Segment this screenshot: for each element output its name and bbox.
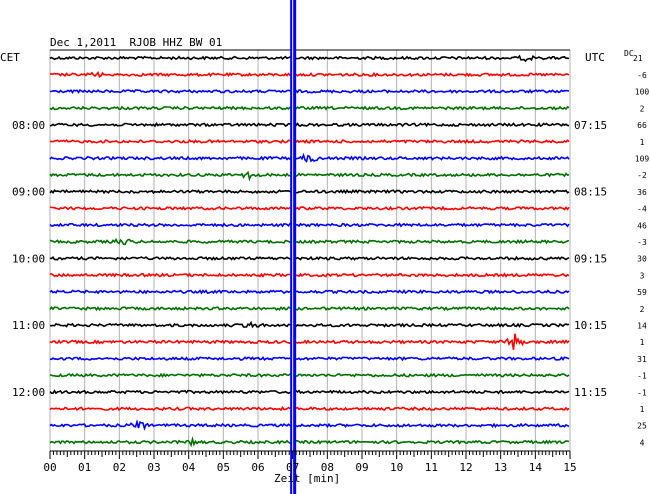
dc-offset: 66 (637, 121, 647, 130)
x-tick-label: 07 (286, 461, 299, 474)
dc-offset: 25 (637, 422, 647, 431)
trace-row (49, 152, 570, 163)
left-time-label: 12:00 (12, 386, 45, 399)
x-axis-label: Zeit [min] (274, 472, 340, 485)
dc-offset: 30 (637, 255, 647, 264)
dc-offset: 3 (640, 271, 645, 280)
x-tick-label: 06 (251, 461, 264, 474)
dc-offsets: -6 100 2 66 1 109 -2 36 -4 46 -3 30 3 59 2 14 1 31 -1 -1 1 25… (635, 71, 650, 447)
vertical-spike (290, 0, 297, 494)
left-time-label: 08:00 (12, 119, 45, 132)
x-tick-label: 02 (113, 461, 126, 474)
trace-row (49, 70, 570, 79)
trace-row (49, 238, 570, 246)
x-tick-label: 05 (217, 461, 230, 474)
x-tick-label: 00 (43, 461, 56, 474)
trace-row (49, 288, 570, 295)
trace-row (49, 405, 570, 412)
trace-row (49, 222, 570, 228)
trace-row (49, 305, 570, 312)
dc-offset: 46 (637, 221, 647, 230)
dc-offset: 1 (640, 405, 645, 414)
left-axis-label: CET (0, 51, 20, 64)
trace-row (49, 255, 570, 261)
x-tick-label: 15 (563, 461, 576, 474)
trace-row (49, 389, 570, 395)
trace-row (49, 356, 570, 362)
trace-row (49, 436, 570, 448)
trace-row (49, 122, 570, 128)
dc-offset: 36 (637, 188, 647, 197)
x-tick-label: 09 (355, 461, 368, 474)
trace-row (49, 138, 570, 145)
x-tick-label: 03 (147, 461, 160, 474)
trace-row (49, 188, 570, 195)
left-time-label: 09:00 (12, 186, 45, 199)
dc-offset: -3 (637, 238, 647, 247)
x-tick-labels: 00 01 02 03 04 05 06 07 08 09 10 11 12 13 14 15 (43, 461, 576, 474)
trace-row (49, 372, 570, 378)
dc-offset: 109 (635, 155, 650, 164)
trace-row (49, 54, 570, 63)
dc-offset: 2 (640, 104, 645, 113)
dc-offset: 31 (637, 355, 647, 364)
dc-offset: 1 (640, 338, 645, 347)
dc-offset: 100 (635, 88, 650, 97)
trace-row (49, 105, 570, 111)
right-time-label: 11:15 (574, 386, 607, 399)
right-axis-label: UTC (585, 51, 605, 64)
dc-offset: 1 (640, 138, 645, 147)
right-time-label: 10:15 (574, 319, 607, 332)
trace-row (49, 205, 570, 211)
dc-offset: -6 (637, 71, 647, 80)
dc-offset: -4 (637, 205, 647, 214)
dc-offset: -1 (637, 388, 647, 397)
dc-offset: -2 (637, 171, 647, 180)
x-tick-label: 08 (321, 461, 334, 474)
trace-row (49, 88, 570, 94)
trace-row (49, 170, 570, 182)
right-time-labels: 07:15 08:15 09:15 10:15 11:15 (574, 119, 607, 399)
chart-title: Dec 1,2011 RJOB HHZ BW 01 (50, 36, 222, 49)
x-tick-label: 14 (529, 461, 543, 474)
trace-layer (49, 54, 570, 448)
x-tick-label: 12 (459, 461, 472, 474)
dc-offset: 4 (640, 438, 645, 447)
trace-row (49, 272, 570, 278)
dc-offset: 59 (637, 288, 647, 297)
dc-offset: -1 (637, 372, 647, 381)
left-time-label: 10:00 (12, 252, 45, 265)
trace-row (49, 320, 570, 329)
left-time-label: 11:00 (12, 319, 45, 332)
right-time-label: 07:15 (574, 119, 607, 132)
trace-row (49, 333, 570, 350)
dc-label: DC (624, 49, 634, 58)
x-axis (49, 450, 571, 459)
left-time-labels: 08:00 09:00 10:00 11:00 12:00 (12, 119, 45, 399)
x-tick-label: 10 (390, 461, 403, 474)
dc-offset: 14 (637, 322, 647, 331)
x-tick-label: 13 (494, 461, 507, 474)
dc-offset: 2 (640, 305, 645, 314)
x-tick-label: 01 (78, 461, 91, 474)
right-time-label: 08:15 (574, 186, 607, 199)
x-tick-label: 11 (425, 461, 438, 474)
right-time-label: 09:15 (574, 252, 607, 265)
trace-row (49, 418, 570, 431)
x-tick-label: 04 (182, 461, 196, 474)
dc-sub-label: 21 (633, 54, 643, 63)
